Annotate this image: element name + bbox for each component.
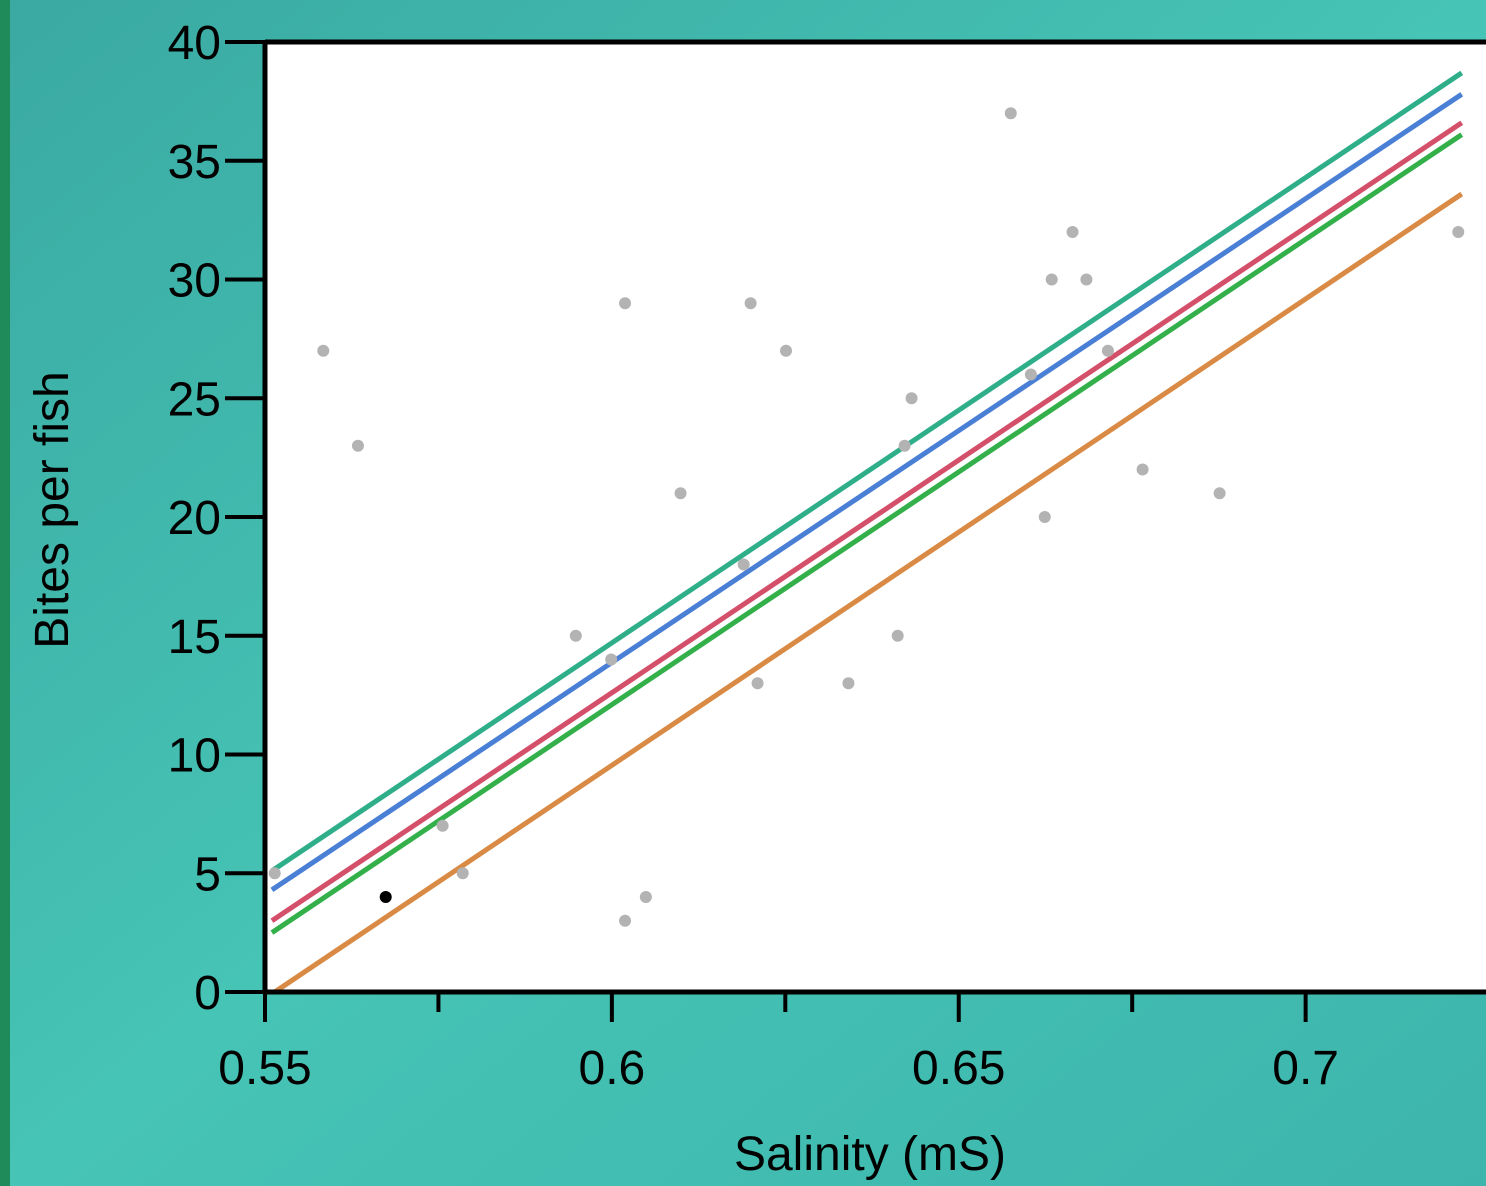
- y-tick-label: 0: [194, 967, 221, 1020]
- y-axis-label: Bites per fish: [26, 371, 79, 648]
- y-tick-label: 5: [194, 848, 221, 901]
- point: [1080, 273, 1093, 286]
- point: [842, 677, 855, 690]
- point: [737, 558, 750, 571]
- y-tick-label: 25: [168, 373, 221, 426]
- y-tick-label: 30: [168, 255, 221, 308]
- fit-line: [270, 120, 1464, 923]
- point: [1452, 226, 1465, 238]
- point: [456, 867, 469, 880]
- y-tick-label: 40: [168, 17, 221, 70]
- point: [674, 487, 687, 500]
- point: [1038, 511, 1051, 523]
- point: [1066, 226, 1079, 238]
- point: [905, 392, 918, 405]
- x-tick-label: 0.65: [912, 1042, 1005, 1095]
- x-axis-label: Salinity (mS): [734, 1128, 1006, 1181]
- point: [891, 629, 904, 642]
- point: [1045, 273, 1058, 286]
- point: [1213, 487, 1226, 500]
- fit-line: [270, 70, 1464, 873]
- y-tick-label: 20: [168, 492, 221, 545]
- fit-line: [273, 191, 1464, 995]
- point: [744, 297, 757, 310]
- fit-line: [270, 92, 1464, 892]
- point: [1024, 368, 1037, 381]
- y-tick-label: 15: [168, 611, 221, 664]
- x-tick-label: 0.6: [579, 1042, 646, 1095]
- y-tick-label: 10: [168, 730, 221, 783]
- point: [619, 914, 632, 927]
- point: [268, 867, 281, 880]
- point: [780, 344, 793, 357]
- point: [436, 819, 449, 832]
- x-tick-label: 0.7: [1272, 1042, 1339, 1095]
- point: [619, 297, 632, 310]
- y-tick-label: 35: [168, 136, 221, 189]
- point: [639, 891, 652, 903]
- point: [1136, 463, 1149, 476]
- point: [751, 677, 764, 690]
- left-edge: [0, 0, 10, 1186]
- point: [605, 653, 618, 666]
- x-tick-label: 0.55: [218, 1042, 311, 1095]
- fit-line: [270, 132, 1464, 935]
- point: [569, 629, 582, 642]
- point: [1101, 344, 1114, 357]
- point: [317, 344, 330, 357]
- point: [898, 439, 911, 452]
- point: [351, 439, 364, 452]
- point: [1004, 107, 1017, 120]
- point: [379, 891, 392, 903]
